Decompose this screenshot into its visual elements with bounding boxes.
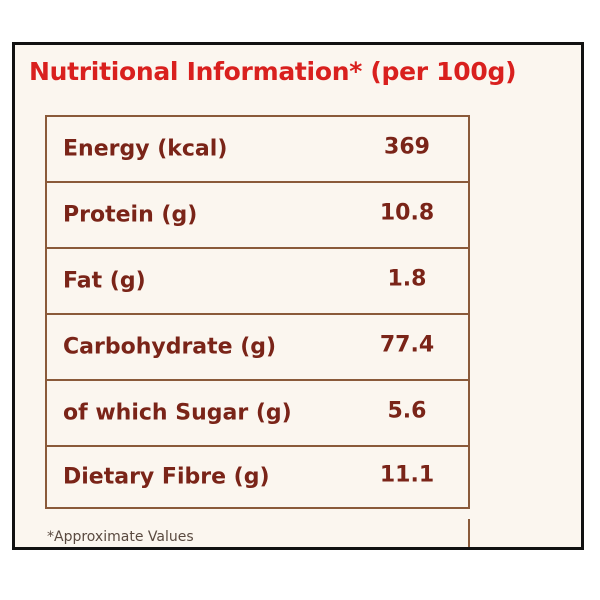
row-label: of which Sugar (g) [63, 400, 292, 426]
row-label: Carbohydrate (g) [63, 334, 277, 360]
table-row-sugar: of which Sugar (g) 5.6 [47, 381, 468, 447]
row-value: 10.8 [379, 200, 435, 226]
row-value: 5.6 [387, 398, 427, 424]
table-row-protein: Protein (g) 10.8 [47, 183, 468, 249]
row-label: Dietary Fibre (g) [63, 464, 270, 490]
table-row-energy: Energy (kcal) 369 [47, 117, 468, 183]
row-label: Energy (kcal) [63, 136, 228, 162]
table-row-carbohydrate: Carbohydrate (g) 77.4 [47, 315, 468, 381]
row-value: 1.8 [387, 266, 427, 292]
row-label: Fat (g) [63, 268, 146, 294]
table-row-fat: Fat (g) 1.8 [47, 249, 468, 315]
row-value: 369 [384, 134, 430, 160]
nutrition-table: Energy (kcal) 369 Protein (g) 10.8 Fat (… [45, 115, 470, 509]
table-row-fibre: Dietary Fibre (g) 11.1 [47, 447, 468, 509]
footnote: *Approximate Values [47, 529, 194, 545]
row-value: 11.1 [379, 462, 435, 488]
nutrition-title: Nutritional Information* (per 100g) [29, 57, 517, 86]
table-border-tail [468, 519, 470, 547]
nutrition-label: Nutritional Information* (per 100g) Ener… [12, 42, 584, 550]
row-value: 77.4 [379, 332, 435, 358]
row-label: Protein (g) [63, 202, 198, 228]
